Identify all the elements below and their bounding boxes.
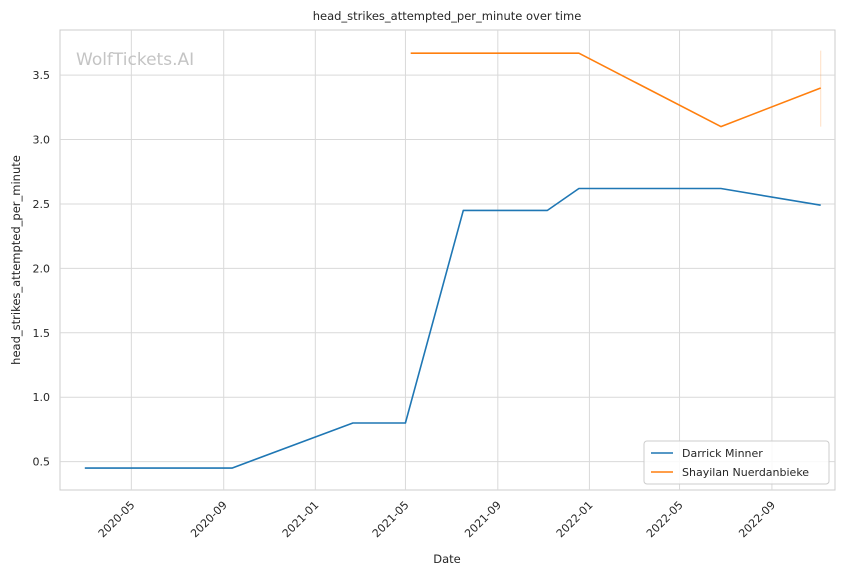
- data-point-shayilan-nuerdanbieke: [578, 52, 580, 54]
- x-axis-title: Date: [433, 552, 461, 566]
- data-point-shayilan-nuerdanbieke: [820, 87, 822, 89]
- x-tick-label: 2022-09: [736, 499, 778, 541]
- x-tick-label: 2021-01: [280, 499, 322, 541]
- plot-area: [59, 29, 836, 491]
- y-tick-label: 2.5: [33, 198, 51, 211]
- data-point-shayilan-nuerdanbieke: [410, 52, 412, 54]
- x-tick-label: 2020-05: [96, 499, 138, 541]
- y-tick-label: 1.5: [33, 327, 51, 340]
- x-tick-label: 2021-09: [462, 499, 504, 541]
- series-group: [84, 50, 822, 469]
- x-tick-label: 2022-01: [554, 499, 596, 541]
- legend-box: [643, 440, 830, 485]
- data-point-darrick-minner: [820, 204, 822, 206]
- series-line-shayilan-nuerdanbieke: [410, 52, 821, 128]
- legend-label-shayilan-nuerdanbieke: Shayilan Nuerdanbieke: [682, 466, 809, 479]
- legend-label-darrick-minner: Darrick Minner: [682, 447, 763, 460]
- chart-title: head_strikes_attempted_per_minute over t…: [313, 9, 582, 23]
- y-tick-label: 2.0: [33, 262, 51, 275]
- data-point-darrick-minner: [578, 188, 580, 190]
- watermark: WolfTickets.AI: [76, 50, 194, 70]
- data-point-darrick-minner: [84, 467, 86, 469]
- series-line-darrick-minner: [84, 187, 821, 469]
- x-axis: 2020-05 2020-09 2021-01 2021-05 2021-09 2022-…: [96, 499, 778, 541]
- data-point-shayilan-nuerdanbieke: [720, 126, 722, 128]
- y-axis: 0.5 1.0 1.5 2.0 2.5 3.0 3.5: [33, 69, 51, 469]
- y-tick-label: 3.5: [33, 69, 51, 82]
- legend: Darrick Minner Shayilan Nuerdanbieke: [643, 440, 830, 485]
- y-tick-label: 3.0: [33, 134, 51, 147]
- data-point-darrick-minner: [547, 210, 549, 212]
- data-point-darrick-minner: [352, 422, 354, 424]
- x-tick-label: 2022-05: [644, 499, 686, 541]
- y-tick-label: 0.5: [33, 456, 51, 469]
- data-point-darrick-minner: [405, 422, 407, 424]
- data-point-darrick-minner: [720, 188, 722, 190]
- x-tick-label: 2021-05: [370, 499, 412, 541]
- y-tick-label: 1.0: [33, 391, 51, 404]
- x-tick-label: 2020-09: [188, 499, 230, 541]
- grid: [60, 30, 835, 490]
- data-point-darrick-minner: [462, 210, 464, 212]
- data-point-darrick-minner: [231, 467, 233, 469]
- y-axis-title: head_strikes_attempted_per_minute: [9, 155, 23, 365]
